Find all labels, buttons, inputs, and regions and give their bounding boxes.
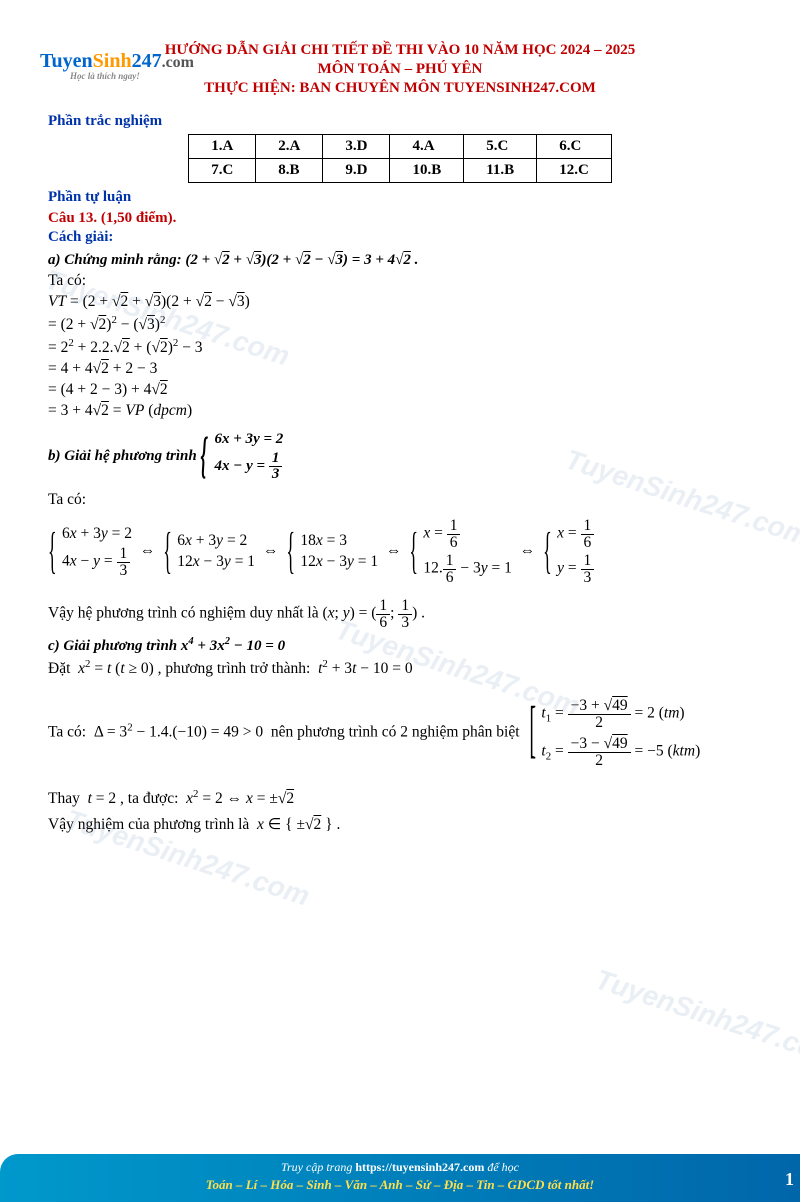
answer-cell: 12.C [537,159,612,183]
answer-key-table: 1.A 2.A 3.D 4.A 5.C 6.C 7.C 8.B 9.D 10.B… [188,134,612,183]
logo-tuyen: Tuyen [40,50,93,72]
watermark: TuyenSinh247.com [591,963,800,1072]
answer-cell: 9.D [323,159,390,183]
logo-com: .com [162,54,194,71]
proof-step: = 3 + 4√2 = VP (dpcm) [48,402,752,420]
answer-cell: 10.B [390,159,464,183]
site-logo: TuyenSinh247.com Học là thích ngay! [40,50,194,81]
part-c: c) Giải phương trình x4 + 3x2 − 10 = 0 [48,636,752,655]
equation-c: x4 + 3x2 − 10 = 0 [181,638,285,654]
footer-subjects: Toán – Lí – Hóa – Sinh – Văn – Anh – Sử … [0,1177,800,1193]
part-a: a) Chứng minh rằng: (2 + √2 + √3)(2 + √2… [48,252,752,269]
answer-cell: 6.C [537,135,612,159]
section-multiple-choice: Phần trắc nghiệm [48,113,752,130]
section-essay: Phần tự luận [48,189,752,206]
proof-step: = (4 + 2 − 3) + 4√2 [48,381,752,399]
question-13: Câu 13. (1,50 điểm). [48,210,752,227]
logo-247: 247 [132,50,162,72]
footer-url: https://tuyensinh247.com [355,1160,484,1174]
answer-cell: 4.A [390,135,464,159]
conclude-b: Vậy hệ phương trình có nghiệm duy nhất l… [48,598,752,630]
table-row: 7.C 8.B 9.D 10.B 11.B 12.C [189,159,612,183]
page-number: 1 [785,1169,794,1190]
system-solve: 6x + 3y = 2 4x − y = 13 ⇔ 6x + 3y = 2 12… [48,515,752,588]
thay-c: Thay t = 2 , ta được: x2 = 2 ⇔ x = ±√2 [48,788,752,808]
delta-c: Ta có: Δ = 32 − 1.4.(−10) = 49 > 0 nên p… [48,692,752,774]
solve-label: Cách giải: [48,229,752,246]
table-row: 1.A 2.A 3.D 4.A 5.C 6.C [189,135,612,159]
part-b-label: b) Giải hệ phương trình [48,448,197,464]
logo-sinh: Sinh [93,50,132,72]
footer-text: để học [484,1160,519,1174]
system-b: 6x + 3y = 2 4x − y = 13 [201,428,284,485]
proof-step: = 22 + 2.2.√2 + (√2)2 − 3 [48,337,752,357]
page-footer: Truy cập trang https://tuyensinh247.com … [0,1154,800,1202]
proof-step: = (2 + √2)2 − (√3)2 [48,314,752,334]
logo-tagline: Học là thích ngay! [70,71,194,81]
answer-cell: 2.A [256,135,323,159]
text-ta-co: Ta có: [48,272,752,290]
answer-cell: 3.D [323,135,390,159]
part-c-label: c) Giải phương trình [48,638,177,654]
header-author: THỰC HIỆN: BAN CHUYÊN MÔN TUYENSINH247.C… [0,80,800,97]
equation-a: (2 + √2 + √3)(2 + √2 − √3) = 3 + 4√2 . [185,252,418,268]
part-a-label: a) Chứng minh rằng: [48,252,182,268]
proof-step: VT = (2 + √2 + √3)(2 + √2 − √3) [48,293,752,311]
answer-cell: 7.C [189,159,256,183]
proof-step: = 4 + 4√2 + 2 − 3 [48,360,752,378]
document-body: Phần trắc nghiệm 1.A 2.A 3.D 4.A 5.C 6.C… [0,99,800,834]
substitution-c: Đặt x2 = t (t ≥ 0) , phương trình trở th… [48,658,752,678]
answer-cell: 8.B [256,159,323,183]
footer-line-1: Truy cập trang https://tuyensinh247.com … [0,1160,800,1175]
final-c: Vậy nghiệm của phương trình là x ∈ { ±√2… [48,815,752,834]
text-ta-co: Ta có: [48,491,752,509]
answer-cell: 1.A [189,135,256,159]
answer-cell: 11.B [464,159,537,183]
conclude-b-text: Vậy hệ phương trình có nghiệm duy nhất l… [48,605,319,622]
part-b: b) Giải hệ phương trình 6x + 3y = 2 4x −… [48,428,752,485]
footer-text: Truy cập trang [281,1160,355,1174]
answer-cell: 5.C [464,135,537,159]
